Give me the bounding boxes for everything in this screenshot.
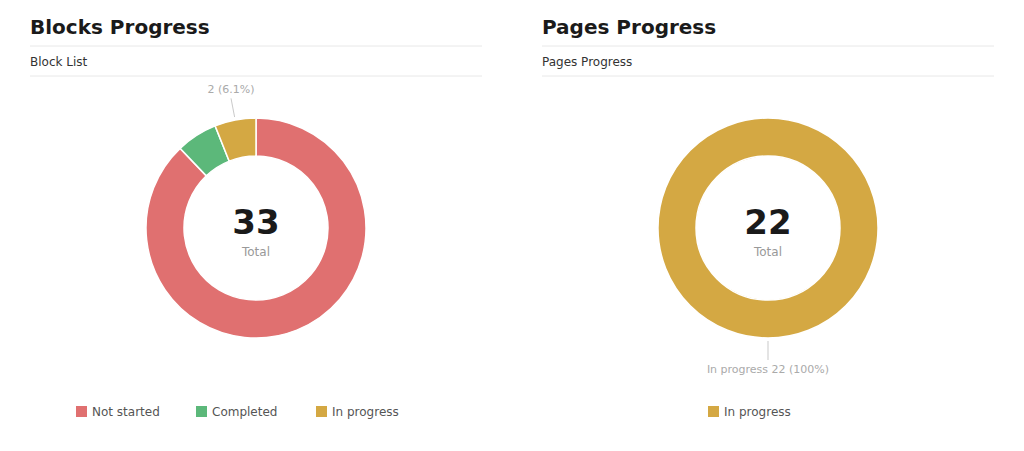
legend-label: In progress: [332, 405, 399, 419]
panel: Blocks Progress Block List 33 Total 2 (6.1%)…: [30, 15, 482, 419]
legend-label: Completed: [212, 405, 277, 419]
separator: [542, 46, 994, 47]
slice: [215, 118, 256, 161]
center-number: 33: [232, 202, 279, 242]
annotation-line: [768, 341, 769, 360]
separator: [30, 46, 482, 47]
subtitle: Pages Progress: [542, 55, 632, 69]
legend-swatch: [76, 406, 87, 417]
panel: Pages Progress Pages Progress 22 Total In pr…: [542, 15, 994, 419]
annotation: In progress 22 (100%): [707, 363, 829, 376]
slice: [658, 118, 878, 338]
subtitle: Block List: [30, 55, 88, 69]
legend: Not started Completed In progress: [76, 405, 399, 419]
slice: [146, 118, 366, 338]
annotation: 2 (6.1%): [208, 83, 255, 96]
center-label: Total: [241, 245, 270, 259]
legend-swatch: [708, 406, 719, 417]
donut: [658, 118, 878, 338]
donut: [146, 118, 366, 338]
center-label: Total: [753, 245, 782, 259]
separator: [30, 76, 482, 77]
title: Pages Progress: [542, 15, 716, 39]
legend: In progress: [708, 405, 791, 419]
annotation-line: [231, 98, 235, 117]
chart-root: Blocks Progress Block List 33 Total 2 (6.1%)…: [0, 0, 1024, 451]
title: Blocks Progress: [30, 15, 210, 39]
legend-swatch: [316, 406, 327, 417]
legend-swatch: [196, 406, 207, 417]
legend-label: Not started: [92, 405, 160, 419]
legend-label: In progress: [724, 405, 791, 419]
center-number: 22: [744, 202, 791, 242]
separator: [542, 76, 994, 77]
